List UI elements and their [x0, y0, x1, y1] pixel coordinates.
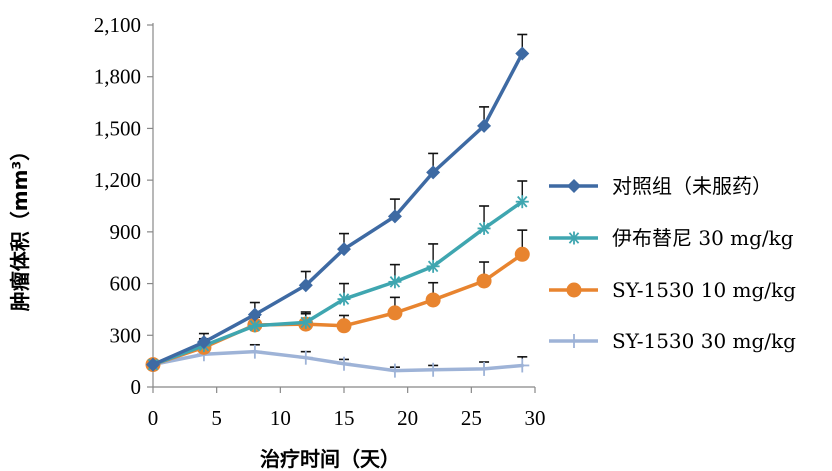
data-point — [337, 356, 351, 371]
legend-marker — [566, 282, 582, 298]
series-line — [151, 51, 525, 367]
x-tick-label: 30 — [525, 406, 546, 430]
data-point — [426, 362, 441, 377]
legend: 对照组（未服药） 伊布替尼 30 mg/kg SY-1530 10 mg/kg SY-… — [549, 174, 796, 353]
data-point — [515, 358, 530, 373]
data-point — [196, 335, 211, 350]
y-tick-label: 900 — [110, 220, 142, 244]
y-tick-label: 2,100 — [94, 13, 141, 37]
y-tick-label: 600 — [110, 272, 142, 296]
data-point — [146, 357, 160, 372]
legend-marker — [567, 231, 581, 245]
data-point — [299, 315, 313, 329]
data-point — [426, 165, 441, 180]
x-axis-label: 治疗时间（天） — [260, 447, 400, 471]
data-point — [425, 292, 441, 308]
data-point — [476, 273, 492, 289]
data-point — [387, 363, 402, 378]
y-tick-label: 1,200 — [94, 168, 141, 192]
y-axis-label: 肿瘤体积（mm³） — [8, 141, 32, 311]
data-point — [387, 209, 402, 224]
data-point — [388, 275, 402, 289]
legend-marker — [567, 334, 581, 348]
x-tick-label: 20 — [397, 406, 418, 430]
data-point — [337, 242, 351, 257]
data-point — [477, 118, 492, 133]
y-tick-label: 1,800 — [94, 65, 141, 89]
legend-item: SY-1530 10 mg/kg — [549, 278, 796, 302]
x-tick-label: 25 — [461, 406, 482, 430]
data-point — [514, 246, 530, 262]
y-tick-label: 0 — [131, 375, 142, 399]
y-tick-label: 1,500 — [94, 116, 141, 140]
legend-marker — [567, 179, 581, 193]
x-tick-label: 15 — [334, 406, 355, 430]
legend-label: 伊布替尼 30 mg/kg — [612, 226, 794, 250]
data-point — [426, 259, 440, 273]
data-point — [515, 195, 529, 209]
data-point — [337, 292, 351, 306]
legend-item: 对照组（未服药） — [549, 174, 772, 198]
plot-area: 0 300 600 900 1,200 1,500 1,800 2,100 0 5 10 15 20 25… — [94, 13, 546, 430]
data-point — [247, 344, 262, 359]
data-point — [298, 350, 313, 365]
legend-label: SY-1530 30 mg/kg — [612, 329, 796, 353]
legend-label: 对照组（未服药） — [612, 174, 772, 198]
data-point — [336, 318, 352, 334]
legend-label: SY-1530 10 mg/kg — [612, 278, 796, 302]
data-point — [477, 221, 491, 235]
x-tick-label: 5 — [211, 406, 222, 430]
data-point — [387, 305, 403, 321]
y-tick-label: 300 — [110, 323, 142, 347]
data-point — [298, 278, 313, 293]
data-point — [477, 361, 492, 376]
data-point — [247, 307, 262, 322]
legend-item: 伊布替尼 30 mg/kg — [549, 226, 794, 250]
x-tick-label: 10 — [270, 406, 291, 430]
legend-item: SY-1530 30 mg/kg — [549, 329, 796, 353]
data-point — [515, 46, 530, 61]
x-tick-label: 0 — [148, 406, 159, 430]
